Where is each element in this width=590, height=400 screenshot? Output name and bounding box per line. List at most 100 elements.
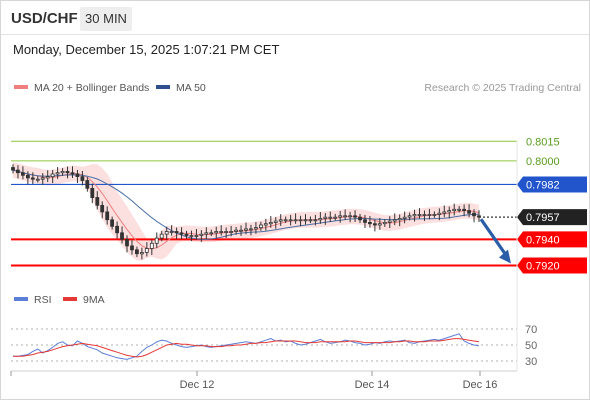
chart-header: USD/CHF 30 MIN bbox=[1, 1, 589, 35]
ma50-legend-swatch bbox=[156, 85, 170, 89]
candle bbox=[179, 227, 184, 239]
candle bbox=[55, 167, 60, 179]
price-levels bbox=[11, 140, 517, 267]
candle bbox=[313, 214, 318, 226]
rsi-tick-label-50: 50 bbox=[525, 340, 537, 352]
candle bbox=[194, 229, 199, 240]
candle bbox=[11, 164, 15, 174]
timeframe-badge[interactable]: 30 MIN bbox=[80, 7, 132, 31]
candle bbox=[402, 211, 407, 224]
candle bbox=[164, 226, 169, 240]
forecast-arrow-shaft bbox=[479, 218, 509, 258]
candle bbox=[417, 208, 422, 219]
svg-text:0.7957: 0.7957 bbox=[526, 212, 560, 224]
candle bbox=[15, 165, 20, 179]
candle bbox=[154, 232, 159, 249]
candle bbox=[214, 226, 219, 239]
candle bbox=[90, 183, 95, 204]
forecast-arrow-head bbox=[499, 249, 511, 264]
candle bbox=[159, 230, 164, 242]
candle bbox=[253, 221, 258, 234]
candle bbox=[70, 166, 75, 179]
support-price-tag-0: 0.7940 bbox=[517, 231, 587, 248]
candle bbox=[204, 227, 209, 239]
candle bbox=[50, 169, 55, 184]
candle bbox=[184, 230, 189, 239]
rsi-legend-label: RSI bbox=[34, 294, 52, 306]
candle bbox=[199, 230, 204, 242]
rsi-panel: 70 50 30 bbox=[11, 324, 537, 368]
candle bbox=[348, 211, 353, 223]
rsi-legend-swatch bbox=[14, 297, 28, 301]
candle bbox=[209, 229, 214, 237]
rsi-series-9ma bbox=[13, 338, 480, 358]
candle bbox=[333, 213, 338, 221]
candle bbox=[134, 246, 139, 258]
svg-text:0.7920: 0.7920 bbox=[526, 261, 560, 273]
bollinger-band-fill bbox=[13, 162, 479, 261]
candle bbox=[35, 175, 40, 183]
candle bbox=[462, 204, 467, 217]
candle bbox=[139, 247, 144, 260]
last-price-tag: 0.7957 bbox=[517, 209, 587, 226]
candle bbox=[75, 169, 80, 184]
candle bbox=[387, 216, 392, 229]
candle bbox=[224, 227, 229, 238]
candle bbox=[318, 212, 323, 224]
candle bbox=[219, 225, 224, 236]
candle bbox=[472, 209, 476, 223]
candle bbox=[244, 222, 248, 235]
candle bbox=[20, 166, 25, 180]
rsi-ma-legend-label: 9MA bbox=[83, 294, 105, 306]
candle bbox=[303, 214, 308, 225]
candle bbox=[95, 191, 100, 210]
forecast-arrow bbox=[479, 218, 511, 264]
candle bbox=[25, 171, 30, 185]
candle bbox=[288, 214, 293, 226]
candle bbox=[110, 216, 114, 230]
candle bbox=[273, 217, 278, 229]
candle bbox=[407, 212, 412, 221]
candle bbox=[338, 211, 343, 223]
candle bbox=[149, 239, 154, 255]
candle bbox=[144, 242, 149, 257]
candle bbox=[452, 203, 457, 216]
svg-text:0.7982: 0.7982 bbox=[526, 179, 560, 191]
support-price-tag-1: 0.7920 bbox=[517, 257, 587, 274]
candle bbox=[40, 173, 45, 185]
x-tick-label: Dec 16 bbox=[463, 379, 498, 391]
candle bbox=[283, 216, 288, 224]
candle bbox=[328, 211, 333, 222]
candle bbox=[367, 215, 372, 228]
candle bbox=[323, 213, 328, 225]
candle bbox=[477, 210, 481, 222]
candle bbox=[467, 204, 472, 218]
rsi-series-rsi bbox=[13, 333, 480, 360]
rsi-tick-label-30: 30 bbox=[525, 356, 537, 368]
candle bbox=[105, 206, 110, 225]
candle bbox=[125, 235, 129, 253]
candle bbox=[80, 170, 85, 186]
rsi-ma-legend-swatch bbox=[63, 297, 77, 301]
candle bbox=[120, 226, 124, 244]
resistance-price-tag-0: 0.7982 bbox=[517, 176, 587, 193]
fib-level-label-0: 0.8015 bbox=[526, 136, 560, 148]
candle bbox=[363, 214, 367, 229]
candle bbox=[437, 208, 442, 221]
candle bbox=[432, 211, 437, 218]
candle bbox=[248, 224, 253, 236]
candle bbox=[85, 177, 90, 192]
candle bbox=[377, 218, 382, 230]
candle bbox=[169, 225, 174, 236]
ma50-legend-label: MA 50 bbox=[176, 82, 206, 94]
x-tick-label: Dec 12 bbox=[180, 379, 215, 391]
timestamp: Monday, December 15, 2025 1:07:21 PM CET bbox=[13, 42, 280, 57]
rsi-tick-label-70: 70 bbox=[525, 324, 537, 336]
candle bbox=[115, 221, 119, 239]
candle bbox=[229, 225, 234, 237]
candle bbox=[343, 209, 348, 220]
x-tick-label: Dec 14 bbox=[355, 379, 390, 391]
symbol-title: USD/CHF bbox=[11, 10, 78, 27]
